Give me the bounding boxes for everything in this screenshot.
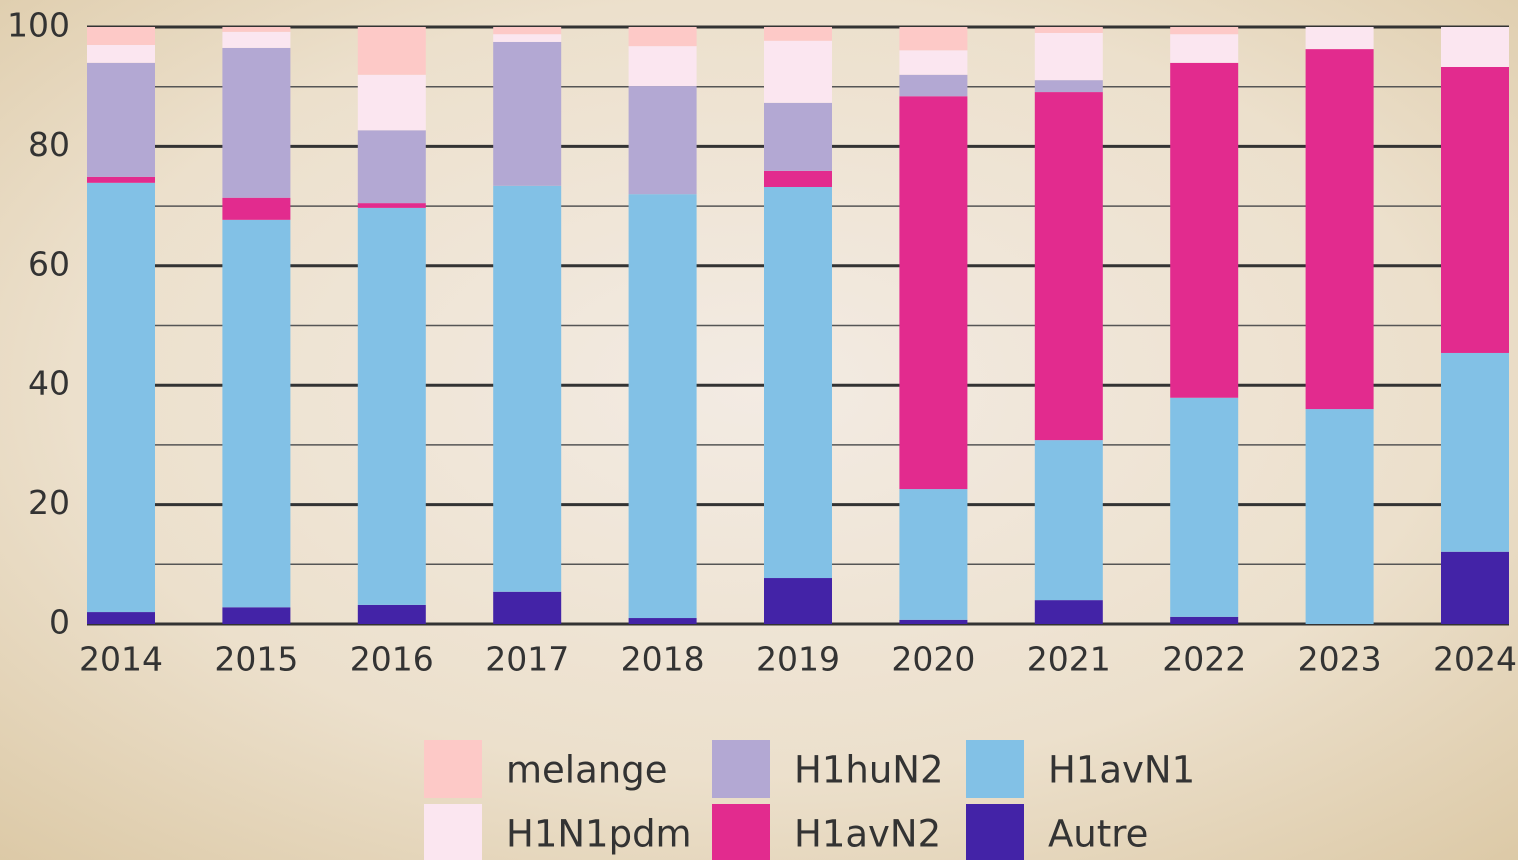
- bar-segment: [1305, 409, 1374, 624]
- y-tick-label: 60: [28, 244, 70, 283]
- bar-segment: [1170, 62, 1239, 398]
- bar-segment: [493, 591, 562, 624]
- legend-label: H1N1pdm: [506, 813, 692, 856]
- bar-segment: [1034, 80, 1103, 93]
- bar-segment: [493, 41, 562, 186]
- y-tick-label: 100: [7, 6, 70, 45]
- x-tick-label: 2021: [1027, 640, 1111, 679]
- x-tick-label: 2019: [756, 640, 840, 679]
- bar-segment: [357, 74, 426, 131]
- bar-segment: [899, 50, 968, 75]
- bar-segment: [222, 607, 291, 624]
- x-tick-label: 2016: [350, 640, 434, 679]
- bar-segment: [1034, 600, 1103, 624]
- bar-segment: [1034, 440, 1103, 601]
- bar-segment: [764, 578, 832, 624]
- bar-segment: [1305, 49, 1374, 410]
- legend-label: H1huN2: [794, 749, 943, 792]
- legend-label: melange: [506, 749, 667, 792]
- legend-label: Autre: [1048, 813, 1148, 856]
- bar-segment: [493, 34, 562, 42]
- bar-segment: [1441, 66, 1509, 353]
- bar-segment: [357, 130, 426, 204]
- bar-segment: [222, 197, 291, 220]
- legend-label: H1avN1: [1048, 749, 1195, 792]
- bar-segment: [493, 27, 562, 35]
- bar-segment: [222, 47, 291, 198]
- bar-segment: [1034, 27, 1103, 33]
- bar-segment: [899, 27, 968, 51]
- legend-swatch: [712, 740, 770, 798]
- bar-segment: [628, 194, 697, 619]
- x-tick-label: 2024: [1433, 640, 1517, 679]
- legend-swatch: [966, 740, 1024, 798]
- bar-segment: [1441, 27, 1509, 67]
- legend-swatch: [966, 804, 1024, 860]
- bar-segment: [628, 86, 697, 195]
- x-tick-label: 2017: [485, 640, 569, 679]
- bar-segment: [628, 46, 697, 87]
- x-tick-label: 2020: [891, 640, 975, 679]
- bar-segment: [87, 182, 155, 613]
- bar-segment: [628, 27, 697, 47]
- bar-segment: [87, 612, 155, 624]
- bar-segment: [764, 40, 832, 103]
- x-tick-label: 2023: [1298, 640, 1382, 679]
- bar-segment: [87, 176, 155, 183]
- y-tick-label: 80: [28, 125, 70, 164]
- bar-segment: [764, 27, 832, 41]
- legend-swatch: [424, 804, 482, 860]
- y-tick-label: 20: [28, 483, 70, 522]
- bar-segment: [493, 185, 562, 592]
- bar-segment: [899, 619, 968, 624]
- legend: Autre H1avN1 H1avN2 H1huN2 H1N1pdm melange: [424, 740, 1195, 860]
- bar-segment: [899, 96, 968, 490]
- bar-segment: [1441, 551, 1509, 624]
- x-tick-label: 2014: [79, 640, 163, 679]
- x-tick-label: 2015: [214, 640, 298, 679]
- bar-segment: [1034, 92, 1103, 441]
- bar-segment: [87, 62, 155, 177]
- bar-segment: [222, 27, 291, 32]
- plot-area: 0 20 40 60 80 100 2014 2015 2016 2017 2018 2019 2020…: [7, 6, 1517, 679]
- x-tick-label: 2022: [1162, 640, 1246, 679]
- bar-segment: [222, 31, 291, 48]
- bar-segment: [628, 618, 697, 624]
- y-tick-label: 0: [49, 603, 70, 642]
- bar-segment: [764, 170, 832, 187]
- bar-segment: [1034, 32, 1103, 81]
- bar-segment: [87, 27, 155, 45]
- bar-segment: [1305, 27, 1374, 50]
- legend-swatch: [424, 740, 482, 798]
- bar-segment: [222, 219, 291, 608]
- bar-segment: [1170, 616, 1239, 624]
- bar-segment: [357, 604, 426, 624]
- bar-segment: [899, 74, 968, 97]
- legend-swatch: [712, 804, 770, 860]
- bar-segment: [87, 44, 155, 63]
- bar-segment: [357, 203, 426, 208]
- bar-segment: [899, 489, 968, 620]
- y-tick-label: 40: [28, 364, 70, 403]
- bar-segment: [1441, 352, 1509, 552]
- bar-segment: [1170, 397, 1239, 617]
- legend-label: H1avN2: [794, 813, 941, 856]
- x-tick-label: 2018: [621, 640, 705, 679]
- bar-segment: [764, 102, 832, 171]
- bar-segment: [1170, 27, 1239, 35]
- bar-segment: [357, 207, 426, 605]
- bar-segment: [764, 186, 832, 579]
- bar-segment: [1170, 34, 1239, 63]
- bar-segment: [357, 27, 426, 75]
